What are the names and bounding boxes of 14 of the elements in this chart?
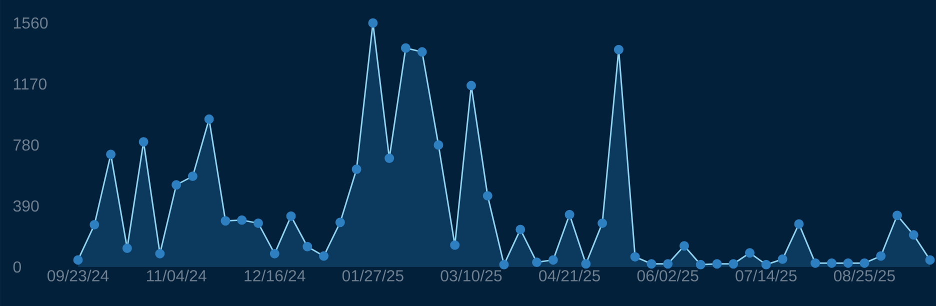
x-tick-label: 01/27/25 [342, 270, 404, 282]
x-tick-label: 03/10/25 [440, 270, 502, 282]
x-tick-label: 09/23/24 [48, 270, 109, 282]
x-tick-label: 08/25/25 [834, 270, 895, 282]
x-tick-label: 07/14/25 [736, 270, 797, 282]
x-tick-label: 04/21/25 [539, 270, 600, 282]
x-tick-label: 12/16/24 [244, 270, 306, 282]
x-tick-label: 11/04/24 [146, 270, 206, 282]
y-tick-label: 780 [14, 139, 39, 151]
y-tick-label: 1560 [14, 17, 48, 29]
y-tick-label: 1170 [14, 78, 47, 90]
x-tick-label: 06/02/25 [637, 270, 698, 282]
y-tick-label: 0 [13, 261, 22, 273]
y-tick-label: 390 [13, 200, 39, 212]
